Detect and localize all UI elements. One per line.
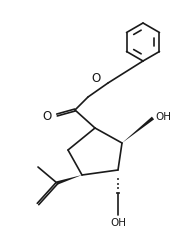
Text: O: O <box>91 72 101 85</box>
Polygon shape <box>122 117 154 143</box>
Polygon shape <box>56 175 82 185</box>
Text: OH: OH <box>155 112 171 122</box>
Text: OH: OH <box>110 218 126 228</box>
Text: O: O <box>43 109 52 123</box>
